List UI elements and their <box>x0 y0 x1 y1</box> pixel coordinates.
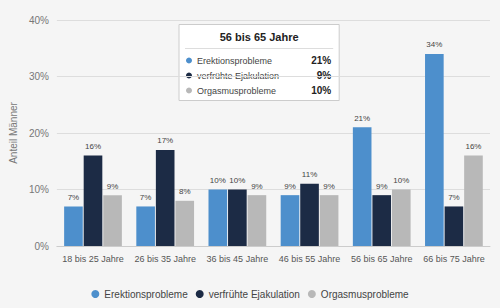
svg-text:10%: 10% <box>311 85 331 96</box>
svg-text:7%: 7% <box>448 193 460 202</box>
svg-text:Orgasmusprobleme: Orgasmusprobleme <box>197 86 276 96</box>
svg-text:7%: 7% <box>140 193 152 202</box>
svg-text:56 bis 65 Jahre: 56 bis 65 Jahre <box>351 254 413 264</box>
svg-text:16%: 16% <box>85 142 101 151</box>
svg-text:Erektionsprobleme: Erektionsprobleme <box>104 289 188 300</box>
svg-text:20%: 20% <box>29 128 49 139</box>
svg-text:34%: 34% <box>426 40 442 49</box>
svg-text:9%: 9% <box>284 182 296 191</box>
svg-text:36 bis 45 Jahre: 36 bis 45 Jahre <box>207 254 269 264</box>
svg-text:Erektionsprobleme: Erektionsprobleme <box>197 56 272 66</box>
svg-text:40%: 40% <box>29 15 49 26</box>
svg-text:9%: 9% <box>376 182 388 191</box>
svg-text:21%: 21% <box>311 55 331 66</box>
svg-text:Anteil Männer: Anteil Männer <box>8 101 19 163</box>
svg-text:10%: 10% <box>393 176 409 185</box>
svg-text:verfrühte Ejakulation: verfrühte Ejakulation <box>197 71 279 81</box>
svg-text:7%: 7% <box>68 193 80 202</box>
svg-text:56 bis 65 Jahre: 56 bis 65 Jahre <box>220 31 299 43</box>
svg-text:10%: 10% <box>229 176 245 185</box>
svg-text:30%: 30% <box>29 71 49 82</box>
svg-text:16%: 16% <box>465 142 481 151</box>
svg-text:26 bis 35 Jahre: 26 bis 35 Jahre <box>134 254 196 264</box>
svg-text:10%: 10% <box>210 176 226 185</box>
svg-text:10%: 10% <box>29 184 49 195</box>
svg-text:66 bis 75 Jahre: 66 bis 75 Jahre <box>423 254 485 264</box>
svg-text:18 bis 25 Jahre: 18 bis 25 Jahre <box>62 254 124 264</box>
svg-text:9%: 9% <box>317 70 332 81</box>
svg-text:8%: 8% <box>179 187 191 196</box>
svg-text:verfrühte Ejakulation: verfrühte Ejakulation <box>209 289 300 300</box>
svg-text:11%: 11% <box>302 170 317 179</box>
svg-text:9%: 9% <box>323 182 335 191</box>
svg-text:46 bis 55 Jahre: 46 bis 55 Jahre <box>279 254 341 264</box>
svg-text:17%: 17% <box>157 136 173 145</box>
svg-text:9%: 9% <box>107 182 119 191</box>
svg-text:Orgasmusprobleme: Orgasmusprobleme <box>321 289 409 300</box>
svg-text:0%: 0% <box>34 241 49 252</box>
svg-text:21%: 21% <box>354 114 370 123</box>
svg-text:9%: 9% <box>251 182 263 191</box>
